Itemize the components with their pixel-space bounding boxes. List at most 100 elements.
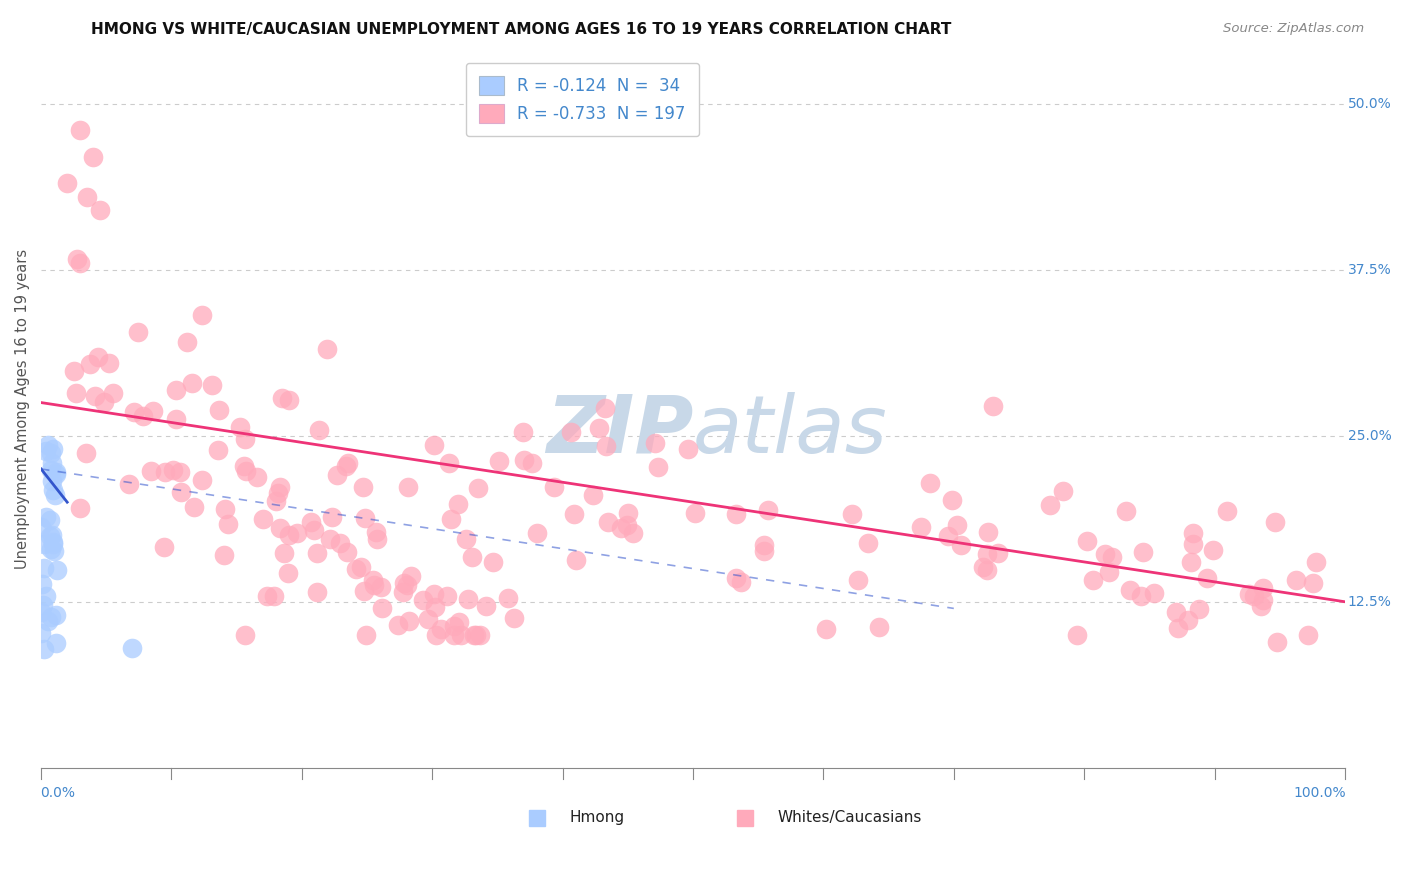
Point [37, 438, 59, 452]
Point [270, 391, 292, 405]
Point [526, 525, 548, 540]
Text: HMONG VS WHITE/CAUCASIAN UNEMPLOYMENT AMONG AGES 16 TO 19 YEARS CORRELATION CHAR: HMONG VS WHITE/CAUCASIAN UNEMPLOYMENT AM… [91, 22, 952, 37]
Point [457, 591, 479, 606]
Point [366, 532, 388, 546]
Point [621, 526, 644, 541]
Point [273, 546, 295, 560]
Point [191, 309, 214, 323]
Point [56, 177, 79, 191]
Point [520, 456, 543, 470]
Point [1302, 576, 1324, 591]
Point [45, 563, 67, 577]
Point [75, 446, 97, 460]
Point [976, 547, 998, 561]
Point [65, 252, 87, 266]
Point [443, 628, 465, 642]
Point [263, 589, 285, 603]
Point [76, 190, 98, 204]
Text: 0.0%: 0.0% [39, 786, 75, 800]
Point [371, 600, 394, 615]
Point [353, 584, 375, 599]
Point [264, 493, 287, 508]
Text: ZIP: ZIP [546, 392, 693, 470]
Point [475, 599, 498, 613]
Point [752, 544, 775, 558]
Point [30, 606, 52, 620]
Point [425, 628, 447, 642]
Point [447, 615, 470, 629]
Point [89, 202, 111, 217]
Point [1098, 566, 1121, 580]
Point [42, 544, 65, 558]
Point [307, 546, 329, 560]
Point [44, 488, 66, 502]
Point [392, 575, 415, 590]
Point [841, 507, 863, 521]
Point [118, 476, 141, 491]
Point [1251, 581, 1274, 595]
Point [69, 123, 91, 137]
Point [363, 578, 385, 592]
Point [228, 419, 250, 434]
Point [910, 520, 932, 534]
Point [1251, 593, 1274, 607]
Point [256, 589, 278, 603]
Point [647, 459, 669, 474]
Point [305, 585, 328, 599]
Point [162, 463, 184, 477]
Point [945, 517, 967, 532]
Point [319, 532, 342, 546]
Point [725, 507, 748, 521]
Point [79, 357, 101, 371]
Point [41, 542, 63, 557]
Point [45, 465, 67, 479]
Point [976, 563, 998, 577]
Point [308, 423, 330, 437]
Point [41, 475, 63, 489]
Point [1237, 587, 1260, 601]
Point [1101, 550, 1123, 565]
Point [32, 561, 55, 575]
Point [582, 488, 605, 502]
Point [1265, 634, 1288, 648]
Point [217, 516, 239, 531]
Point [191, 473, 214, 487]
Point [103, 386, 125, 401]
Point [644, 435, 666, 450]
Point [183, 500, 205, 515]
Point [235, 465, 257, 479]
Point [920, 475, 942, 490]
Point [595, 439, 617, 453]
Text: 25.0%: 25.0% [1347, 429, 1392, 442]
Point [617, 506, 640, 520]
Point [730, 574, 752, 589]
Point [30, 519, 52, 533]
Point [153, 540, 176, 554]
Point [1132, 544, 1154, 558]
Point [269, 480, 291, 494]
Point [370, 580, 392, 594]
Point [233, 459, 256, 474]
Point [1181, 526, 1204, 541]
Text: 12.5%: 12.5% [1347, 595, 1392, 608]
Point [1066, 628, 1088, 642]
Point [856, 536, 879, 550]
Point [454, 532, 477, 546]
Point [496, 591, 519, 606]
Point [464, 628, 486, 642]
Point [987, 547, 1010, 561]
Point [69, 256, 91, 270]
Point [396, 480, 419, 494]
Point [1285, 573, 1308, 587]
Point [423, 587, 446, 601]
Point [354, 628, 377, 642]
Point [436, 589, 458, 603]
Point [1188, 602, 1211, 616]
Y-axis label: Unemployment Among Ages 16 to 19 years: Unemployment Among Ages 16 to 19 years [15, 249, 30, 569]
Point [395, 578, 418, 592]
Point [252, 512, 274, 526]
Text: Source: ZipAtlas.com: Source: ZipAtlas.com [1223, 22, 1364, 36]
Point [1181, 537, 1204, 551]
Point [364, 524, 387, 539]
Point [35, 510, 58, 524]
